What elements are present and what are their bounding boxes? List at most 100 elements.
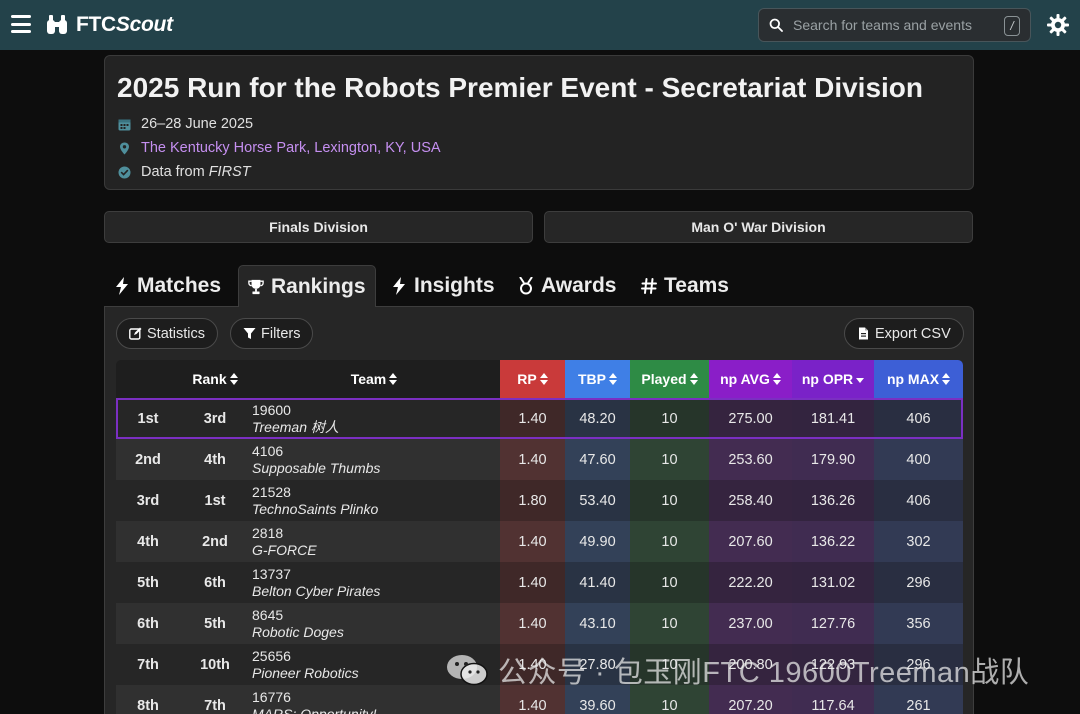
table-row[interactable]: 5th 6th 1.40 41.40 10 222.20 131.02 296 13737 Bel… <box>116 562 963 603</box>
sort-icon <box>539 373 548 385</box>
hamburger-menu-icon[interactable] <box>11 15 31 33</box>
cell-position: 3rd <box>136 492 160 509</box>
tab-matches[interactable]: Matches <box>114 266 221 306</box>
team-number: 16776 <box>252 688 291 705</box>
cell-tbp: 48.20 <box>565 398 630 439</box>
column-header-np-max[interactable]: np MAX <box>874 360 963 398</box>
event-location-row: The Kentucky Horse Park, Lexington, KY, … <box>118 140 441 156</box>
table-row[interactable]: 1st 3rd 1.40 48.20 10 275.00 181.41 406 19600 Tre… <box>116 398 963 439</box>
cell-rp: 1.40 <box>500 603 565 644</box>
cell-rank: 2nd <box>202 533 228 550</box>
filters-button[interactable]: Filters <box>230 318 314 349</box>
table-row[interactable]: 6th 5th 1.40 43.10 10 237.00 127.76 356 8645 Robo… <box>116 603 963 644</box>
table-row[interactable]: 8th 7th 1.40 39.60 10 207.20 117.64 261 16776 MAR… <box>116 685 963 714</box>
table-row[interactable]: 7th 10th 1.40 27.80 10 200.80 122.93 296 25656 Pi… <box>116 644 963 685</box>
cell-tbp: 43.10 <box>565 603 630 644</box>
team-name: Treeman 树人 <box>252 418 339 435</box>
cell-played: 10 <box>630 439 709 480</box>
table-header: Rank Team RP TBP Played np AVG <box>116 360 963 398</box>
cell-np-opr: 136.22 <box>792 521 874 562</box>
table-row[interactable]: 2nd 4th 1.40 47.60 10 253.60 179.90 400 4106 Supp… <box>116 439 963 480</box>
statistics-button[interactable]: Statistics <box>116 318 219 349</box>
event-dates-row: 26–28 June 2025 <box>118 116 253 132</box>
column-header-rp[interactable]: RP <box>500 360 565 398</box>
tab-rankings[interactable]: Rankings <box>238 265 376 307</box>
team-cell[interactable]: 21528 TechnoSaints Plinko <box>252 480 378 521</box>
tab-awards[interactable]: Awards <box>518 266 616 306</box>
team-cell[interactable]: 8645 Robotic Doges <box>252 603 344 644</box>
man-o-war-division-button[interactable]: Man O' War Division <box>544 211 973 243</box>
cell-tbp: 39.60 <box>565 685 630 714</box>
cell-np-opr: 122.93 <box>792 644 874 685</box>
cell-played: 10 <box>630 398 709 439</box>
team-number: 25656 <box>252 647 291 664</box>
cell-np-opr: 117.64 <box>792 685 874 714</box>
cell-np-avg: 253.60 <box>709 439 792 480</box>
cell-np-avg: 207.60 <box>709 521 792 562</box>
cell-np-avg: 237.00 <box>709 603 792 644</box>
table-row[interactable]: 4th 2nd 1.40 49.90 10 207.60 136.22 302 2818 G-FO… <box>116 521 963 562</box>
tab-insights[interactable]: Insights <box>391 266 495 306</box>
cell-position: 8th <box>137 697 159 714</box>
data-source-row: Data from FIRST <box>118 164 251 180</box>
cell-position: 6th <box>137 615 159 632</box>
map-pin-icon <box>120 142 129 154</box>
export-csv-button[interactable]: Export CSV <box>844 318 964 349</box>
cell-rp: 1.80 <box>500 480 565 521</box>
team-name: MARS: Opportunity! <box>252 705 377 714</box>
cell-position: 4th <box>137 533 159 550</box>
column-header-tbp[interactable]: TBP <box>565 360 630 398</box>
cell-np-max: 406 <box>874 398 963 439</box>
team-cell[interactable]: 19600 Treeman 树人 <box>252 398 339 439</box>
file-csv-icon <box>859 327 868 340</box>
team-number: 8645 <box>252 606 284 623</box>
sort-icon <box>689 373 698 385</box>
theme-toggle-gear-icon[interactable] <box>1046 13 1070 37</box>
team-cell[interactable]: 4106 Supposable Thumbs <box>252 439 380 480</box>
bolt-icon <box>116 277 128 295</box>
wechat-icon <box>447 655 488 686</box>
column-header-rank[interactable]: Rank <box>171 360 259 398</box>
trophy-icon <box>248 279 264 294</box>
cell-np-opr: 136.26 <box>792 480 874 521</box>
table-row[interactable]: 3rd 1st 1.80 53.40 10 258.40 136.26 406 21528 Tec… <box>116 480 963 521</box>
cell-np-opr: 131.02 <box>792 562 874 603</box>
cell-np-opr: 127.76 <box>792 603 874 644</box>
team-cell[interactable]: 13737 Belton Cyber Pirates <box>252 562 380 603</box>
search-input[interactable] <box>793 17 998 33</box>
binoculars-icon <box>47 15 67 34</box>
cell-tbp: 53.40 <box>565 480 630 521</box>
finals-division-button[interactable]: Finals Division <box>104 211 533 243</box>
cell-np-avg: 275.00 <box>709 398 792 439</box>
cell-position: 2nd <box>135 451 161 468</box>
team-number: 4106 <box>252 442 284 459</box>
cell-np-opr: 179.90 <box>792 439 874 480</box>
cell-rp: 1.40 <box>500 644 565 685</box>
search-box[interactable]: / <box>758 8 1031 42</box>
cell-np-avg: 258.40 <box>709 480 792 521</box>
cell-tbp: 41.40 <box>565 562 630 603</box>
column-header-played[interactable]: Played <box>630 360 709 398</box>
data-source-name: FIRST <box>208 164 251 180</box>
team-name: Robotic Doges <box>252 623 344 640</box>
wechat-watermark: 公众号 · 包玉刚FTC 19600Treeman战队 <box>446 650 1029 690</box>
team-cell[interactable]: 16776 MARS: Opportunity! <box>252 685 377 714</box>
cell-np-opr: 181.41 <box>792 398 874 439</box>
event-location-link[interactable]: The Kentucky Horse Park, Lexington, KY, … <box>141 140 441 156</box>
team-cell[interactable]: 25656 Pioneer Robotics <box>252 644 359 685</box>
column-header-np-avg[interactable]: np AVG <box>709 360 792 398</box>
medal-icon <box>519 277 533 295</box>
data-source-prefix: Data from <box>141 164 209 180</box>
cell-rank: 10th <box>200 656 230 673</box>
column-header-np-opr[interactable]: np OPR <box>792 360 874 398</box>
team-name: G-FORCE <box>252 541 317 558</box>
team-cell[interactable]: 2818 G-FORCE <box>252 521 317 562</box>
cell-np-max: 261 <box>874 685 963 714</box>
search-icon <box>769 18 783 32</box>
column-header-team[interactable]: Team <box>316 360 432 398</box>
cell-played: 10 <box>630 521 709 562</box>
ftcscout-logo[interactable]: FTCScout <box>46 12 173 38</box>
cell-np-avg: 222.20 <box>709 562 792 603</box>
tab-teams[interactable]: Teams <box>641 266 729 306</box>
team-number: 21528 <box>252 483 291 500</box>
